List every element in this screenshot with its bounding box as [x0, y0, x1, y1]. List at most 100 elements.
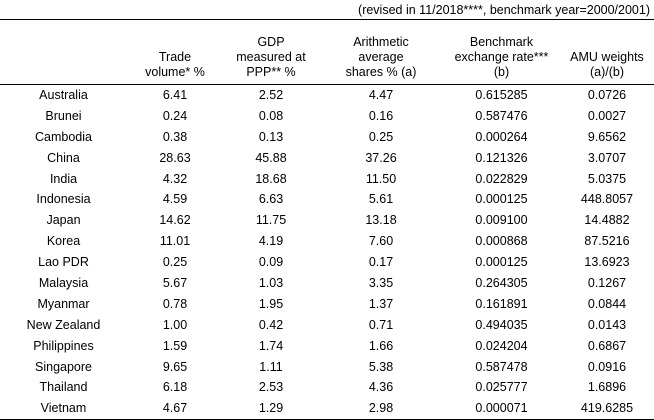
amu-weight-cell: 0.0027: [587, 108, 627, 123]
gdp-ppp-cell: 1.95: [258, 296, 284, 311]
arithmetic-average-cell: 0.16: [368, 108, 394, 123]
trade-volume-cell: 5.67: [162, 275, 188, 290]
table-row: Lao PDR 0.25 0.09 0.17 0.000125 13.6923: [0, 252, 654, 273]
gdp-ppp-cell: 6.63: [258, 192, 284, 207]
header-benchmark-exchange-rate: Benchmark exchange rate*** (b): [454, 35, 549, 79]
trade-volume-cell: 4.67: [162, 401, 188, 416]
trade-volume-cell: 0.38: [162, 129, 188, 144]
country-cell: Japan: [46, 213, 81, 228]
exchange-rate-cell: 0.009100: [475, 213, 528, 228]
table-row: Korea 11.01 4.19 7.60 0.000868 87.5216: [0, 231, 654, 252]
exchange-rate-cell: 0.615285: [475, 87, 528, 102]
arithmetic-average-cell: 0.17: [368, 255, 394, 270]
arithmetic-average-cell: 5.61: [368, 192, 394, 207]
trade-volume-cell: 1.00: [162, 317, 188, 332]
trade-volume-cell: 0.78: [162, 296, 188, 311]
header-country: [0, 20, 127, 85]
exchange-rate-cell: 0.264305: [475, 275, 528, 290]
trade-volume-cell: 4.32: [162, 171, 188, 186]
trade-volume-cell: 6.18: [162, 380, 188, 395]
arithmetic-average-cell: 0.71: [368, 317, 394, 332]
exchange-rate-cell: 0.494035: [475, 317, 528, 332]
table-row: Indonesia 4.59 6.63 5.61 0.000125 448.8057: [0, 189, 654, 210]
amu-weight-cell: 448.8057: [580, 192, 634, 207]
exchange-rate-cell: 0.587476: [475, 108, 528, 123]
country-cell: Cambodia: [35, 129, 92, 144]
arithmetic-average-cell: 7.60: [368, 234, 394, 249]
amu-weight-cell: 14.4882: [584, 213, 630, 228]
header-gdp-ppp: GDP measured at PPP** %: [236, 35, 306, 79]
gdp-ppp-cell: 0.13: [258, 129, 284, 144]
trade-volume-cell: 4.59: [162, 192, 188, 207]
gdp-ppp-cell: 1.74: [258, 338, 284, 353]
country-cell: Singapore: [35, 359, 92, 374]
amu-weight-cell: 87.5216: [584, 234, 630, 249]
header-arithmetic-average: Arithmetic average shares % (a): [345, 35, 417, 79]
amu-weight-cell: 0.0143: [587, 317, 627, 332]
gdp-ppp-cell: 11.75: [255, 213, 287, 228]
trade-volume-cell: 0.24: [162, 108, 188, 123]
gdp-ppp-cell: 2.53: [258, 380, 284, 395]
trade-volume-cell: 11.01: [159, 234, 191, 249]
amu-weight-cell: 0.0726: [587, 87, 627, 102]
amu-weight-cell: 0.0844: [587, 296, 627, 311]
trade-volume-cell: 1.59: [162, 338, 188, 353]
country-cell: Vietnam: [40, 401, 87, 416]
country-cell: Australia: [39, 87, 88, 102]
country-cell: New Zealand: [26, 317, 101, 332]
exchange-rate-cell: 0.121326: [475, 150, 528, 165]
country-cell: Brunei: [45, 108, 82, 123]
arithmetic-average-cell: 5.38: [368, 359, 394, 374]
country-cell: India: [49, 171, 78, 186]
trade-volume-cell: 0.25: [162, 255, 188, 270]
arithmetic-average-cell: 1.37: [368, 296, 394, 311]
table-row: Thailand 6.18 2.53 4.36 0.025777 1.6896: [0, 377, 654, 398]
table-row: Singapore 9.65 1.11 5.38 0.587478 0.0916: [0, 357, 654, 378]
gdp-ppp-cell: 1.11: [259, 359, 283, 374]
gdp-ppp-cell: 1.29: [258, 401, 284, 416]
arithmetic-average-cell: 37.26: [365, 150, 397, 165]
exchange-rate-cell: 0.000125: [475, 192, 528, 207]
amu-weight-cell: 5.0375: [587, 171, 627, 186]
amu-weight-cell: 0.1267: [587, 275, 627, 290]
revision-note: (revised in 11/2018****, benchmark year=…: [358, 3, 650, 17]
trade-volume-cell: 6.41: [162, 87, 188, 102]
exchange-rate-cell: 0.000868: [475, 234, 528, 249]
trade-volume-cell: 28.63: [159, 150, 191, 165]
arithmetic-average-cell: 11.50: [365, 171, 397, 186]
country-cell: Thailand: [39, 380, 88, 395]
country-cell: Myanmar: [37, 296, 90, 311]
exchange-rate-cell: 0.000125: [475, 255, 528, 270]
arithmetic-average-cell: 13.18: [365, 213, 397, 228]
arithmetic-average-cell: 4.36: [368, 380, 394, 395]
gdp-ppp-cell: 0.09: [258, 255, 284, 270]
amu-weight-cell: 3.0707: [587, 150, 627, 165]
amu-weight-cell: 13.6923: [584, 255, 630, 270]
trade-volume-cell: 14.62: [159, 213, 191, 228]
table-header: Trade volume* % GDP measured at PPP** % …: [0, 19, 654, 85]
header-amu-weights: AMU weights (a)/(b): [570, 50, 644, 79]
exchange-rate-cell: 0.024204: [475, 338, 528, 353]
arithmetic-average-cell: 1.66: [368, 338, 394, 353]
table-row: Vietnam 4.67 1.29 2.98 0.000071 419.6285: [0, 398, 654, 420]
table-row: New Zealand 1.00 0.42 0.71 0.494035 0.0143: [0, 315, 654, 336]
amu-weight-cell: 0.0916: [587, 359, 627, 374]
amu-weights-table: Trade volume* % GDP measured at PPP** % …: [0, 19, 654, 420]
country-cell: Philippines: [33, 338, 94, 353]
country-cell: Lao PDR: [38, 255, 89, 270]
amu-weight-cell: 419.6285: [580, 401, 634, 416]
gdp-ppp-cell: 1.03: [258, 275, 284, 290]
table-row: Japan 14.62 11.75 13.18 0.009100 14.4882: [0, 210, 654, 231]
exchange-rate-cell: 0.000264: [475, 129, 528, 144]
arithmetic-average-cell: 3.35: [368, 275, 394, 290]
trade-volume-cell: 9.65: [162, 359, 188, 374]
table-body: Australia 6.41 2.52 4.47 0.615285 0.0726 Brune…: [0, 85, 654, 420]
gdp-ppp-cell: 0.42: [258, 317, 284, 332]
arithmetic-average-cell: 0.25: [368, 129, 394, 144]
gdp-ppp-cell: 0.08: [258, 108, 284, 123]
table-row: Cambodia 0.38 0.13 0.25 0.000264 9.6562: [0, 127, 654, 148]
gdp-ppp-cell: 18.68: [255, 171, 287, 186]
table-row: Myanmar 0.78 1.95 1.37 0.161891 0.0844: [0, 294, 654, 315]
arithmetic-average-cell: 4.47: [368, 87, 394, 102]
amu-weight-cell: 9.6562: [587, 129, 627, 144]
